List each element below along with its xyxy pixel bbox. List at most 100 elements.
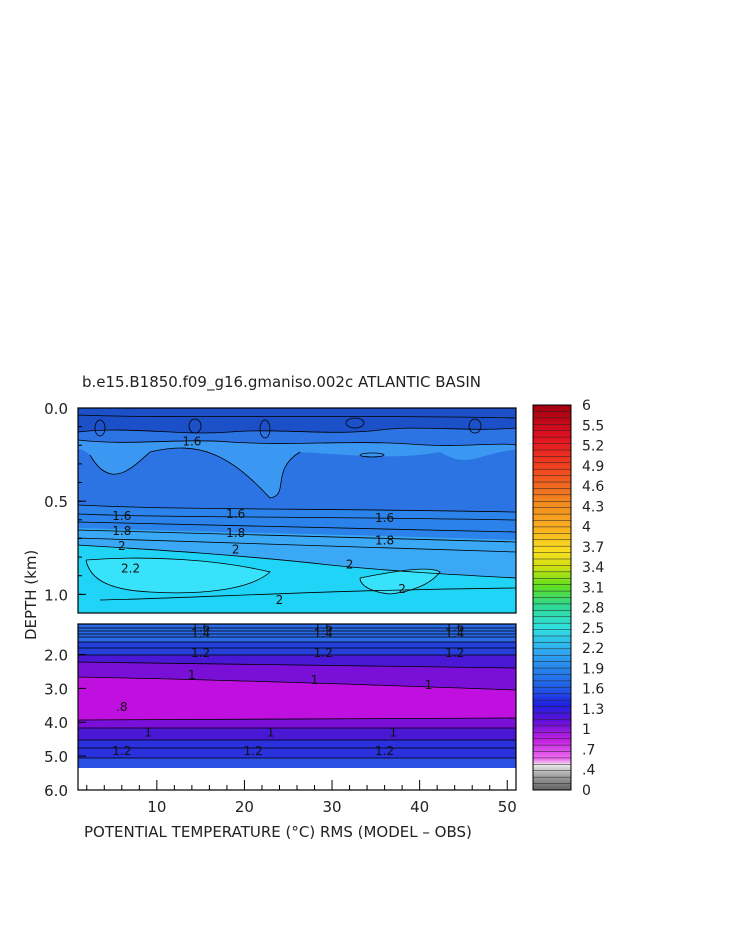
contour-line [77, 427, 517, 434]
contour-island [468, 418, 482, 434]
lower-contour-label-10: 1 [311, 673, 319, 687]
lower-contour-label-3: 1.4 [191, 626, 210, 640]
contour-line [77, 661, 517, 669]
upper-contour-label-4: 1.8 [112, 524, 131, 538]
contour-island [345, 417, 365, 429]
upper-panel [78, 408, 516, 613]
upper-fill-light-band [78, 440, 516, 498]
upper-fill-surface [78, 408, 516, 433]
contour-line [77, 504, 517, 513]
lower-contour-label-18: 1.2 [375, 744, 394, 758]
colorbar-label-1: 5.5 [582, 418, 604, 434]
colorbar-label-17: .7 [582, 742, 595, 758]
upper-contours [77, 414, 517, 601]
upper-contour-label-5: 1.8 [226, 526, 245, 540]
lower-contour-label-16: 1.2 [112, 744, 131, 758]
lower-fill-band-2 [78, 642, 516, 655]
lower-contour-label-14: 1 [267, 725, 275, 739]
lower-contour-label-12: .8 [116, 700, 127, 714]
contour-line [77, 439, 517, 446]
x-tick-label-0: 10 [147, 798, 166, 816]
colorbar-labels: 6 5.5 5.2 4.9 4.6 4.3 4 3.7 3.4 3.1 2.8 2.5 2.2 1.9 1.… [582, 398, 604, 799]
lower-fill-band-6 [78, 728, 516, 740]
y-tick-label-lower-4: 6.0 [44, 782, 68, 800]
colorbar-label-11: 2.5 [582, 621, 604, 637]
lower-fill-band-3 [78, 655, 516, 668]
colorbar-label-15: 1.3 [582, 702, 604, 718]
lower-fill-magenta [78, 677, 516, 720]
lower-fill-band-1 [78, 624, 516, 642]
y-tick-label-lower-1: 3.0 [44, 680, 68, 698]
contour-line [77, 521, 517, 533]
colorbar-label-19: 0 [582, 783, 591, 799]
contour-line [85, 557, 271, 594]
contour-line [99, 587, 517, 601]
upper-contour-label-12: 2.2 [121, 561, 140, 575]
contour-island [259, 419, 271, 439]
lower-contour-label-4: 1.4 [314, 626, 333, 640]
upper-contour-label-3: 1.6 [375, 511, 394, 525]
lower-contour-label-8: 1.2 [445, 646, 464, 660]
x-tick-label-3: 40 [410, 798, 429, 816]
upper-contour-label-9: 2 [346, 558, 354, 572]
colorbar-label-18: .4 [582, 763, 595, 779]
colorbar-label-16: 1 [582, 722, 591, 738]
contour-line [77, 529, 517, 543]
colorbar-frame [532, 404, 572, 791]
colorbar-label-9: 3.1 [582, 580, 604, 596]
contour-island [94, 419, 106, 437]
colorbar-label-14: 1.6 [582, 682, 604, 698]
lower-fill-band-4 [78, 662, 516, 690]
lower-contour-label-6: 1.2 [191, 646, 210, 660]
contour-line [77, 544, 517, 579]
y-tick-label-lower-2: 4.0 [44, 714, 68, 732]
colorbar-label-13: 1.9 [582, 661, 604, 677]
lower-fill-band-7 [78, 740, 516, 758]
colorbar-label-7: 3.7 [582, 540, 604, 556]
lower-fill-band-8 [78, 758, 516, 768]
y-tick-label-lower-3: 5.0 [44, 748, 68, 766]
colorbar-label-3: 4.9 [582, 459, 604, 475]
chart-title: b.e15.B1850.f09_g16.gmaniso.002c ATLANTI… [82, 373, 481, 392]
contour-line [77, 676, 517, 691]
contour-line [77, 513, 517, 521]
upper-frame [77, 407, 517, 614]
upper-contour-label-7: 2 [118, 539, 126, 553]
upper-contour-label-11: 2 [276, 593, 284, 607]
contour-line [359, 568, 441, 595]
colorbar: 6 5.5 5.2 4.9 4.6 4.3 4 3.7 3.4 3.1 2.8 2.5 2.2 1.9 1.… [532, 398, 604, 799]
upper-contour-label-10: 2 [398, 582, 406, 596]
upper-contour-label-0: 1.6 [182, 435, 201, 449]
contour-island [359, 452, 385, 458]
x-tick-label-4: 50 [498, 798, 517, 816]
upper-contour-label-1: 1.6 [112, 509, 131, 523]
lower-contour-label-11: 1 [425, 678, 433, 692]
colorbar-label-5: 4.3 [582, 499, 604, 515]
upper-contour-label-2: 1.6 [226, 507, 245, 521]
contour-line [77, 414, 517, 419]
y-tick-label-upper-1: 0.5 [44, 493, 68, 511]
colorbar-lines [533, 411, 571, 784]
lower-contours [77, 627, 517, 759]
lower-contour-label-17: 1.2 [244, 744, 263, 758]
lower-contour-label-13: 1 [144, 725, 152, 739]
colorbar-label-2: 5.2 [582, 439, 604, 455]
contour-island [188, 418, 202, 434]
contour-line [89, 447, 301, 499]
colorbar-label-4: 4.6 [582, 479, 604, 495]
y-tick-label-lower-0: 2.0 [44, 646, 68, 664]
x-tick-label-2: 30 [322, 798, 341, 816]
axis-ticks [78, 407, 508, 791]
lower-contour-label-5: 1.4 [445, 626, 464, 640]
colorbar-label-8: 3.4 [582, 560, 604, 576]
panel-gap [78, 613, 516, 624]
lower-contour-label-15: 1 [390, 725, 398, 739]
colorbar-label-0: 6 [582, 398, 591, 414]
lower-contour-label-9: 1 [188, 668, 196, 682]
upper-contour-label-8: 2 [232, 543, 240, 557]
x-axis-label: POTENTIAL TEMPERATURE (°C) RMS (MODEL – … [84, 823, 472, 841]
lower-fill-band-5 [78, 718, 516, 728]
lower-contour-label-7: 1.2 [314, 646, 333, 660]
upper-contour-label-6: 1.8 [375, 533, 394, 547]
